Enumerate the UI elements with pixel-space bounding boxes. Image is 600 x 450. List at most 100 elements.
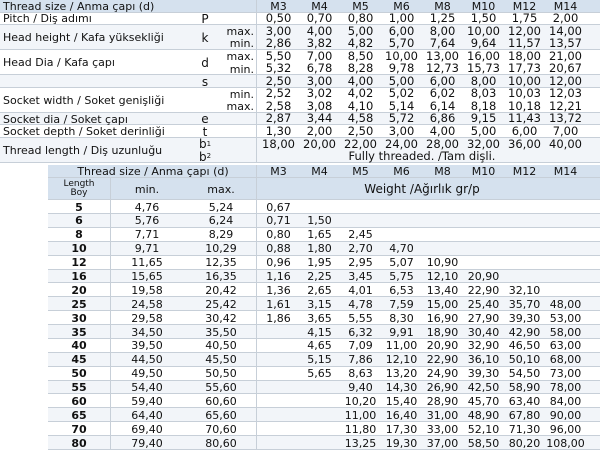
header-label: Thread size / Anma çapı (d) xyxy=(77,165,229,179)
weight: 11,00 xyxy=(344,408,377,422)
length-max: 5,24 xyxy=(208,200,234,214)
weight: 36,10 xyxy=(467,353,500,367)
row-band xyxy=(48,422,600,437)
weight: 54,50 xyxy=(508,367,541,381)
row-qualifier: max. xyxy=(226,49,254,63)
value: 0,70 xyxy=(306,11,333,26)
weight: 16,90 xyxy=(426,311,459,325)
value: 12,73 xyxy=(426,61,459,76)
weight: 108,00 xyxy=(546,436,585,450)
length-min: 49,50 xyxy=(131,367,163,381)
weight: 4,01 xyxy=(348,283,373,297)
weight: 1,65 xyxy=(307,228,332,242)
row-band xyxy=(48,297,600,312)
weight: 39,30 xyxy=(467,367,500,381)
weight: 46,50 xyxy=(508,339,541,353)
weight: 27,90 xyxy=(467,311,500,325)
weight: 7,59 xyxy=(389,297,414,311)
value: 5,00 xyxy=(388,73,415,88)
length-min: 39,50 xyxy=(131,339,163,353)
weight: 9,91 xyxy=(389,325,414,339)
weight: 9,40 xyxy=(348,381,373,395)
weight: 1,16 xyxy=(266,269,291,283)
length-max: 55,60 xyxy=(205,381,237,395)
weight: 0,80 xyxy=(266,228,291,242)
row-group xyxy=(0,12,600,26)
weight: 39,30 xyxy=(508,311,541,325)
value: 8,18 xyxy=(470,98,497,113)
value: 10,00 xyxy=(385,48,418,63)
weight: 35,70 xyxy=(508,297,541,311)
length: 5 xyxy=(75,200,83,214)
value: 20,67 xyxy=(549,61,582,76)
value: 4,58 xyxy=(347,111,374,126)
value: 2,50 xyxy=(347,124,374,139)
weight: 6,53 xyxy=(389,283,414,297)
length-max: 80,60 xyxy=(205,436,237,450)
weight: 58,50 xyxy=(467,436,500,450)
note: Fully threaded. /Tam dişli. xyxy=(348,149,496,164)
length-max: 40,50 xyxy=(205,339,237,353)
weight: 0,67 xyxy=(266,200,291,214)
weight: 30,40 xyxy=(467,325,500,339)
value: 4,00 xyxy=(347,73,374,88)
row-group xyxy=(0,87,600,113)
size-header: M6 xyxy=(393,165,410,179)
value: 21,00 xyxy=(549,48,582,63)
value: 0,50 xyxy=(265,11,292,26)
length: 16 xyxy=(71,269,87,283)
length: 25 xyxy=(71,297,87,311)
value: 7,00 xyxy=(552,124,579,139)
row-group xyxy=(0,25,600,51)
row-label: Socket depth / Soket derinliği xyxy=(3,125,165,139)
length-max: 12,35 xyxy=(205,256,237,270)
value: 8,50 xyxy=(347,48,374,63)
length-min: 69,40 xyxy=(131,422,163,436)
length-min: 59,40 xyxy=(131,394,163,408)
length-max: 30,42 xyxy=(205,311,237,325)
value: 5,70 xyxy=(388,36,415,51)
value: 12,21 xyxy=(549,98,582,113)
value: 1,75 xyxy=(511,11,538,26)
length-min: 29,58 xyxy=(131,311,163,325)
weight: 4,78 xyxy=(348,297,373,311)
weight: 5,65 xyxy=(307,367,332,381)
weight: 7,09 xyxy=(348,339,373,353)
weight: 13,20 xyxy=(385,367,418,381)
value: 12,00 xyxy=(508,23,541,38)
weight: 5,75 xyxy=(389,269,414,283)
weight: 68,00 xyxy=(549,353,582,367)
weight: 10,20 xyxy=(344,394,377,408)
weight: 73,00 xyxy=(549,367,582,381)
value: 17,73 xyxy=(508,61,541,76)
row-label: Socket width / Soket genişliği xyxy=(3,93,165,107)
size-header: M3 xyxy=(270,165,287,179)
value: 36,00 xyxy=(508,136,541,151)
row-qualifier: max. xyxy=(226,100,254,114)
weight: 11,00 xyxy=(385,339,418,353)
value: 9,15 xyxy=(470,111,497,126)
value: 13,57 xyxy=(549,36,582,51)
length: 80 xyxy=(71,436,87,450)
weight: 26,90 xyxy=(426,381,459,395)
header-band xyxy=(0,0,600,13)
header-band xyxy=(48,165,600,179)
size-header: M8 xyxy=(434,0,451,13)
length-min: 4,76 xyxy=(134,200,160,214)
weight: 45,70 xyxy=(467,394,500,408)
weight: 11,80 xyxy=(344,422,377,436)
weight: 84,00 xyxy=(549,394,582,408)
length-header-alt: Boy xyxy=(70,187,88,198)
value: 4,00 xyxy=(306,23,333,38)
row-band xyxy=(48,325,600,339)
value: 28,00 xyxy=(426,136,459,151)
row-band xyxy=(48,227,600,242)
size-header: M5 xyxy=(352,0,369,13)
value: 2,87 xyxy=(265,111,292,126)
value: 10,00 xyxy=(467,23,500,38)
weight: 1,80 xyxy=(307,242,332,256)
weight: 15,00 xyxy=(426,297,459,311)
row-qualifier: min. xyxy=(229,37,254,51)
weight: 20,90 xyxy=(426,339,459,353)
row-band xyxy=(48,283,600,298)
